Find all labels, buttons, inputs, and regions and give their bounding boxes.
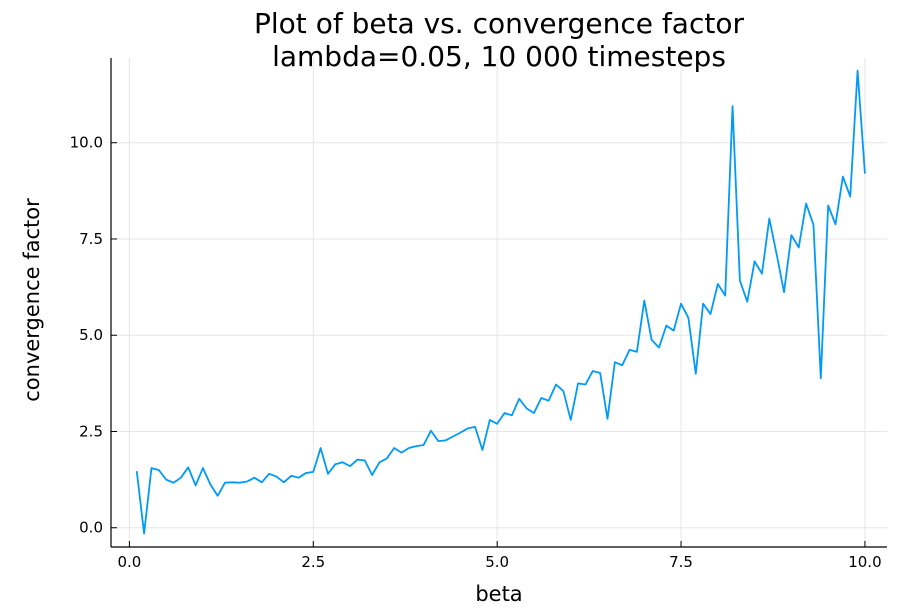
y-tick-label: 10.0 bbox=[70, 134, 103, 152]
x-tick-label: 2.5 bbox=[301, 553, 325, 571]
grid-lines bbox=[111, 58, 887, 547]
axes bbox=[110, 58, 887, 548]
tick-labels: 0.0 2.5 5.0 7.5 10.0 0.0 2.5 5.0 7.5 10.0 bbox=[70, 134, 882, 571]
y-axis-label: convergence factor bbox=[20, 198, 44, 402]
y-tick-label: 0.0 bbox=[79, 519, 103, 537]
series-layer bbox=[135, 69, 866, 535]
y-tick-label: 5.0 bbox=[79, 326, 103, 344]
x-tick-label: 5.0 bbox=[485, 553, 509, 571]
chart-title-line2: lambda=0.05, 10 000 timesteps bbox=[272, 40, 726, 73]
chart-title-line1: Plot of beta vs. convergence factor bbox=[254, 7, 744, 40]
x-tick-label: 7.5 bbox=[669, 553, 693, 571]
y-tick-label: 7.5 bbox=[79, 230, 103, 248]
y-tick-label: 2.5 bbox=[79, 422, 103, 440]
x-axis-label: beta bbox=[475, 582, 522, 606]
series-line bbox=[135, 69, 866, 535]
x-tick-label: 0.0 bbox=[117, 553, 141, 571]
x-tick-label: 10.0 bbox=[848, 553, 881, 571]
